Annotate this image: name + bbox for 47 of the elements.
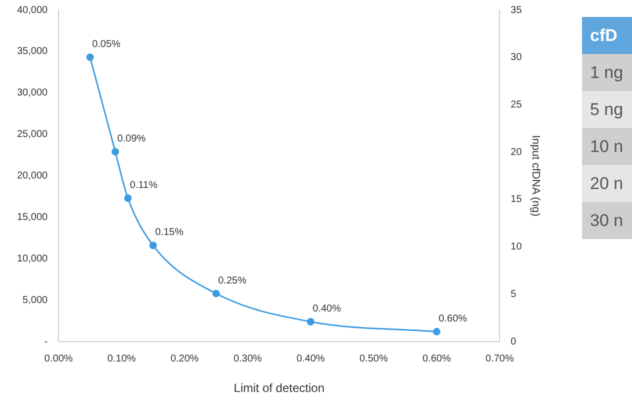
y-tick-label: 30,000: [16, 88, 48, 99]
y-tick-label: 20,000: [16, 170, 48, 182]
point: [112, 148, 120, 156]
x-tick-label: 0.00%: [44, 353, 73, 364]
point: [432, 328, 440, 336]
text: 20 n: [582, 165, 632, 202]
y2-tick-label: 0: [510, 336, 517, 348]
annotation: 0.09%: [117, 134, 146, 145]
x-tick-label: 0.40%: [296, 353, 325, 364]
x-tick-label: 0.70%: [485, 353, 514, 364]
y2-axis-title: Input cfDNA (ng): [529, 135, 542, 216]
y2-tick-label: 20: [510, 146, 522, 158]
x-tick-label: 0.50%: [359, 353, 388, 364]
y-tick-label: 35,000: [16, 46, 48, 58]
y2-tick-label: 5: [510, 288, 517, 300]
point: [212, 290, 220, 298]
annotation: 0.60%: [438, 313, 468, 324]
point: [149, 242, 157, 250]
x-tick-label: 0.20%: [170, 353, 199, 364]
y-tick-label: 10,000: [16, 253, 48, 264]
y-tick-label: 5,000: [22, 294, 48, 306]
x-tick-label: 0.10%: [107, 353, 136, 364]
x-axis-title: Limit of detection: [234, 381, 324, 396]
y2-tick-label: 15: [510, 194, 522, 206]
x-tick-label: 0.60%: [422, 353, 451, 364]
annotation: 0.25%: [218, 275, 247, 286]
y2-tick-label: 10: [510, 242, 522, 253]
text: 30 n: [582, 202, 632, 239]
y-tick-label: 15,000: [16, 212, 48, 223]
y-tick-label: -: [44, 336, 48, 348]
point: [86, 54, 94, 62]
annotation: 0.15%: [155, 227, 184, 238]
y-tick-label: 25,000: [16, 129, 48, 140]
annotation: 0.40%: [312, 303, 342, 314]
y-tick-label: 40,000: [16, 4, 48, 16]
y2-tick-label: 25: [510, 99, 522, 110]
x-tick-label: 0.30%: [233, 353, 262, 364]
annotation: 0.11%: [130, 180, 158, 191]
text: 1 ng: [582, 54, 632, 91]
point: [124, 194, 132, 202]
y2-tick-label: 35: [510, 4, 522, 16]
text: 10 n: [582, 128, 632, 165]
text: 5 ng: [582, 91, 632, 128]
annotation: 0.05%: [92, 39, 121, 50]
point: [306, 318, 314, 326]
text: cfD: [582, 17, 632, 54]
y2-tick-label: 30: [510, 52, 522, 64]
